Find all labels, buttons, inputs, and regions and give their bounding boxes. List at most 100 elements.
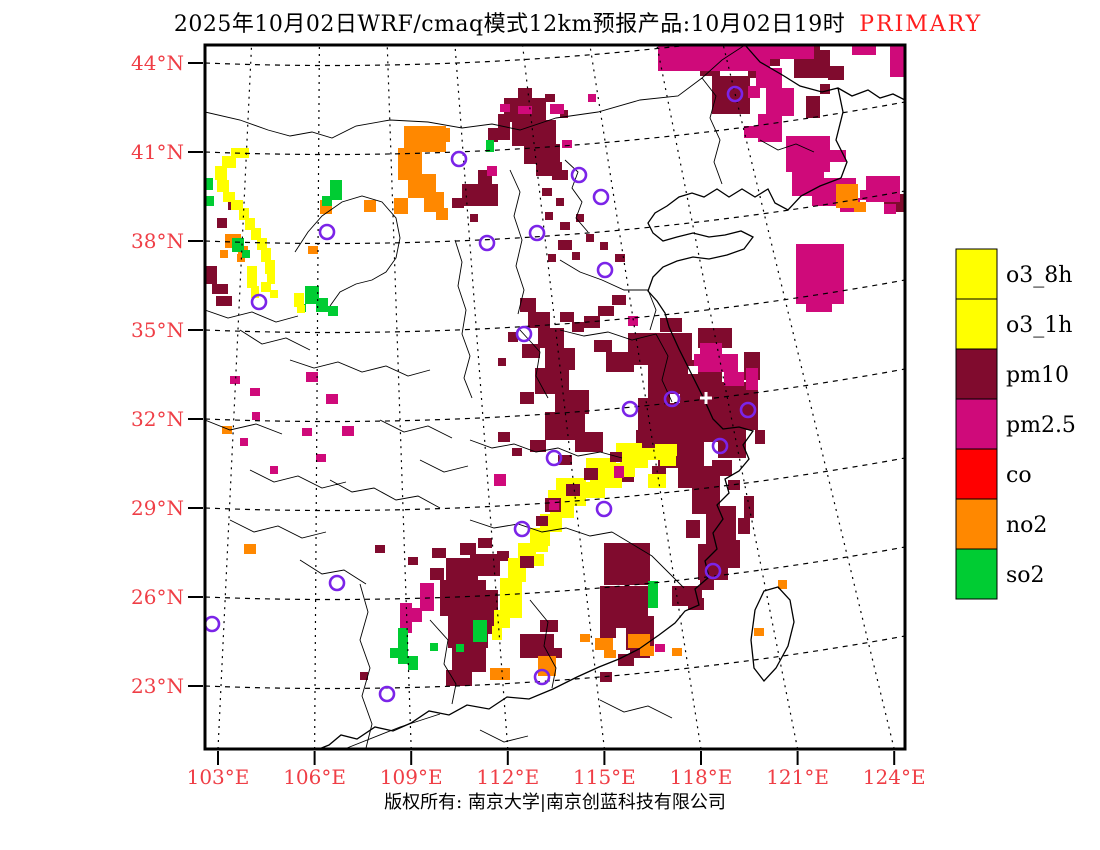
pm25-patch [250, 388, 260, 396]
parallel-line [205, 635, 905, 690]
pm25-patch [326, 394, 338, 404]
so2-patch [316, 298, 328, 312]
pm10_top-patch [610, 452, 622, 462]
pm25_top-patch [549, 500, 559, 510]
lat-tick-label: 23°N [131, 674, 184, 698]
pm25-patch [796, 244, 844, 304]
pm25-patch [768, 45, 814, 59]
so2-patch [328, 306, 338, 316]
pm25-patch [316, 454, 326, 462]
city-ring-icon [450, 150, 468, 168]
lon-tick-label: 115°E [573, 765, 636, 789]
no2-patch [628, 634, 650, 648]
pm10-patch [432, 548, 446, 558]
o3-patch [660, 454, 676, 466]
no2-patch [244, 544, 256, 554]
pm25-patch [562, 140, 572, 148]
legend-swatch-co [955, 448, 998, 500]
city-ring-icon [513, 520, 531, 538]
pm10-patch [755, 430, 765, 444]
o3-patch [261, 282, 271, 292]
no2-patch [604, 650, 616, 658]
o3-patch [245, 218, 255, 230]
no2-patch [778, 580, 787, 589]
lat-tick-label: 29°N [131, 496, 184, 520]
lat-tick-label: 26°N [131, 585, 184, 609]
pm10-patch [560, 222, 570, 230]
o3-patch [648, 474, 666, 488]
pm10-patch [528, 312, 550, 328]
legend-swatch-no2 [955, 498, 998, 550]
pm25-patch [420, 583, 434, 611]
province-borders [205, 45, 815, 749]
pm25-patch [744, 126, 762, 138]
pm10-patch [217, 218, 227, 228]
lat-tick-label: 41°N [131, 140, 184, 164]
city-ring-icon [739, 401, 757, 419]
legend-label-pm10: pm10 [1006, 363, 1069, 388]
so2-patch [330, 180, 342, 200]
pm25-patch [270, 466, 278, 474]
pm25-patch [588, 94, 596, 102]
no2-patch [836, 184, 858, 208]
city-ring-icon [545, 449, 563, 467]
so2-patch [408, 656, 418, 670]
pm10-patch [524, 144, 560, 164]
pm25-patch [302, 428, 312, 436]
pm10-patch [558, 240, 572, 250]
lon-tick-label: 112°E [476, 765, 539, 789]
pm10-patch [612, 295, 626, 305]
pm25-patch [700, 343, 722, 355]
pm10-patch [530, 440, 546, 452]
lon-tick-label: 124°E [863, 765, 926, 789]
pm10-patch [408, 557, 418, 565]
so2-patch [398, 628, 408, 664]
so2-patch [430, 643, 438, 651]
pm25_top-patch [494, 474, 506, 486]
pm10-patch [542, 188, 552, 196]
city-ring-icon [704, 562, 722, 580]
pm10-patch [686, 520, 700, 538]
so2-patch [232, 238, 244, 252]
city-ring-icon [621, 400, 639, 418]
legend-label-o3_1h: o3_1h [1006, 313, 1072, 338]
o3-patch [500, 578, 522, 618]
legend-swatch-pm2.5 [955, 398, 998, 450]
parallel-line [205, 279, 905, 334]
city-ring-icon [533, 668, 551, 686]
no2-patch [490, 668, 510, 680]
pm10-patch [604, 543, 650, 585]
pm10-patch [586, 234, 594, 242]
title-primary-tag: PRIMARY [859, 12, 983, 37]
coastline-path [318, 45, 905, 749]
o3-patch [655, 444, 677, 456]
pm10-patch [360, 672, 368, 680]
o3-patch [247, 266, 257, 288]
pm10-patch [545, 212, 553, 220]
pm10-patch [548, 648, 562, 658]
so2-patch [305, 286, 319, 304]
pm10-patch [558, 455, 572, 465]
pm10-patch [555, 390, 589, 414]
pm10_top-patch [584, 468, 598, 480]
city-markers [205, 85, 757, 703]
no2-patch [394, 198, 408, 214]
city-ring-icon [515, 325, 533, 343]
city-ring-icon [596, 261, 614, 279]
no2-patch [595, 638, 613, 650]
o3-patch [494, 610, 510, 628]
pm25-patch [230, 376, 240, 384]
o3-patch [215, 166, 227, 180]
o3-patch [265, 260, 275, 274]
o3-patch [222, 156, 236, 168]
pm25-patch [628, 316, 638, 326]
o3-patch [223, 192, 235, 202]
pm10-patch [722, 540, 740, 568]
pm10-patch [712, 76, 750, 114]
pm10-patch [462, 184, 498, 206]
pm10-patch [452, 198, 464, 208]
city-ring-icon [478, 234, 496, 252]
pm10-patch [205, 266, 217, 284]
city-ring-icon [663, 390, 681, 408]
